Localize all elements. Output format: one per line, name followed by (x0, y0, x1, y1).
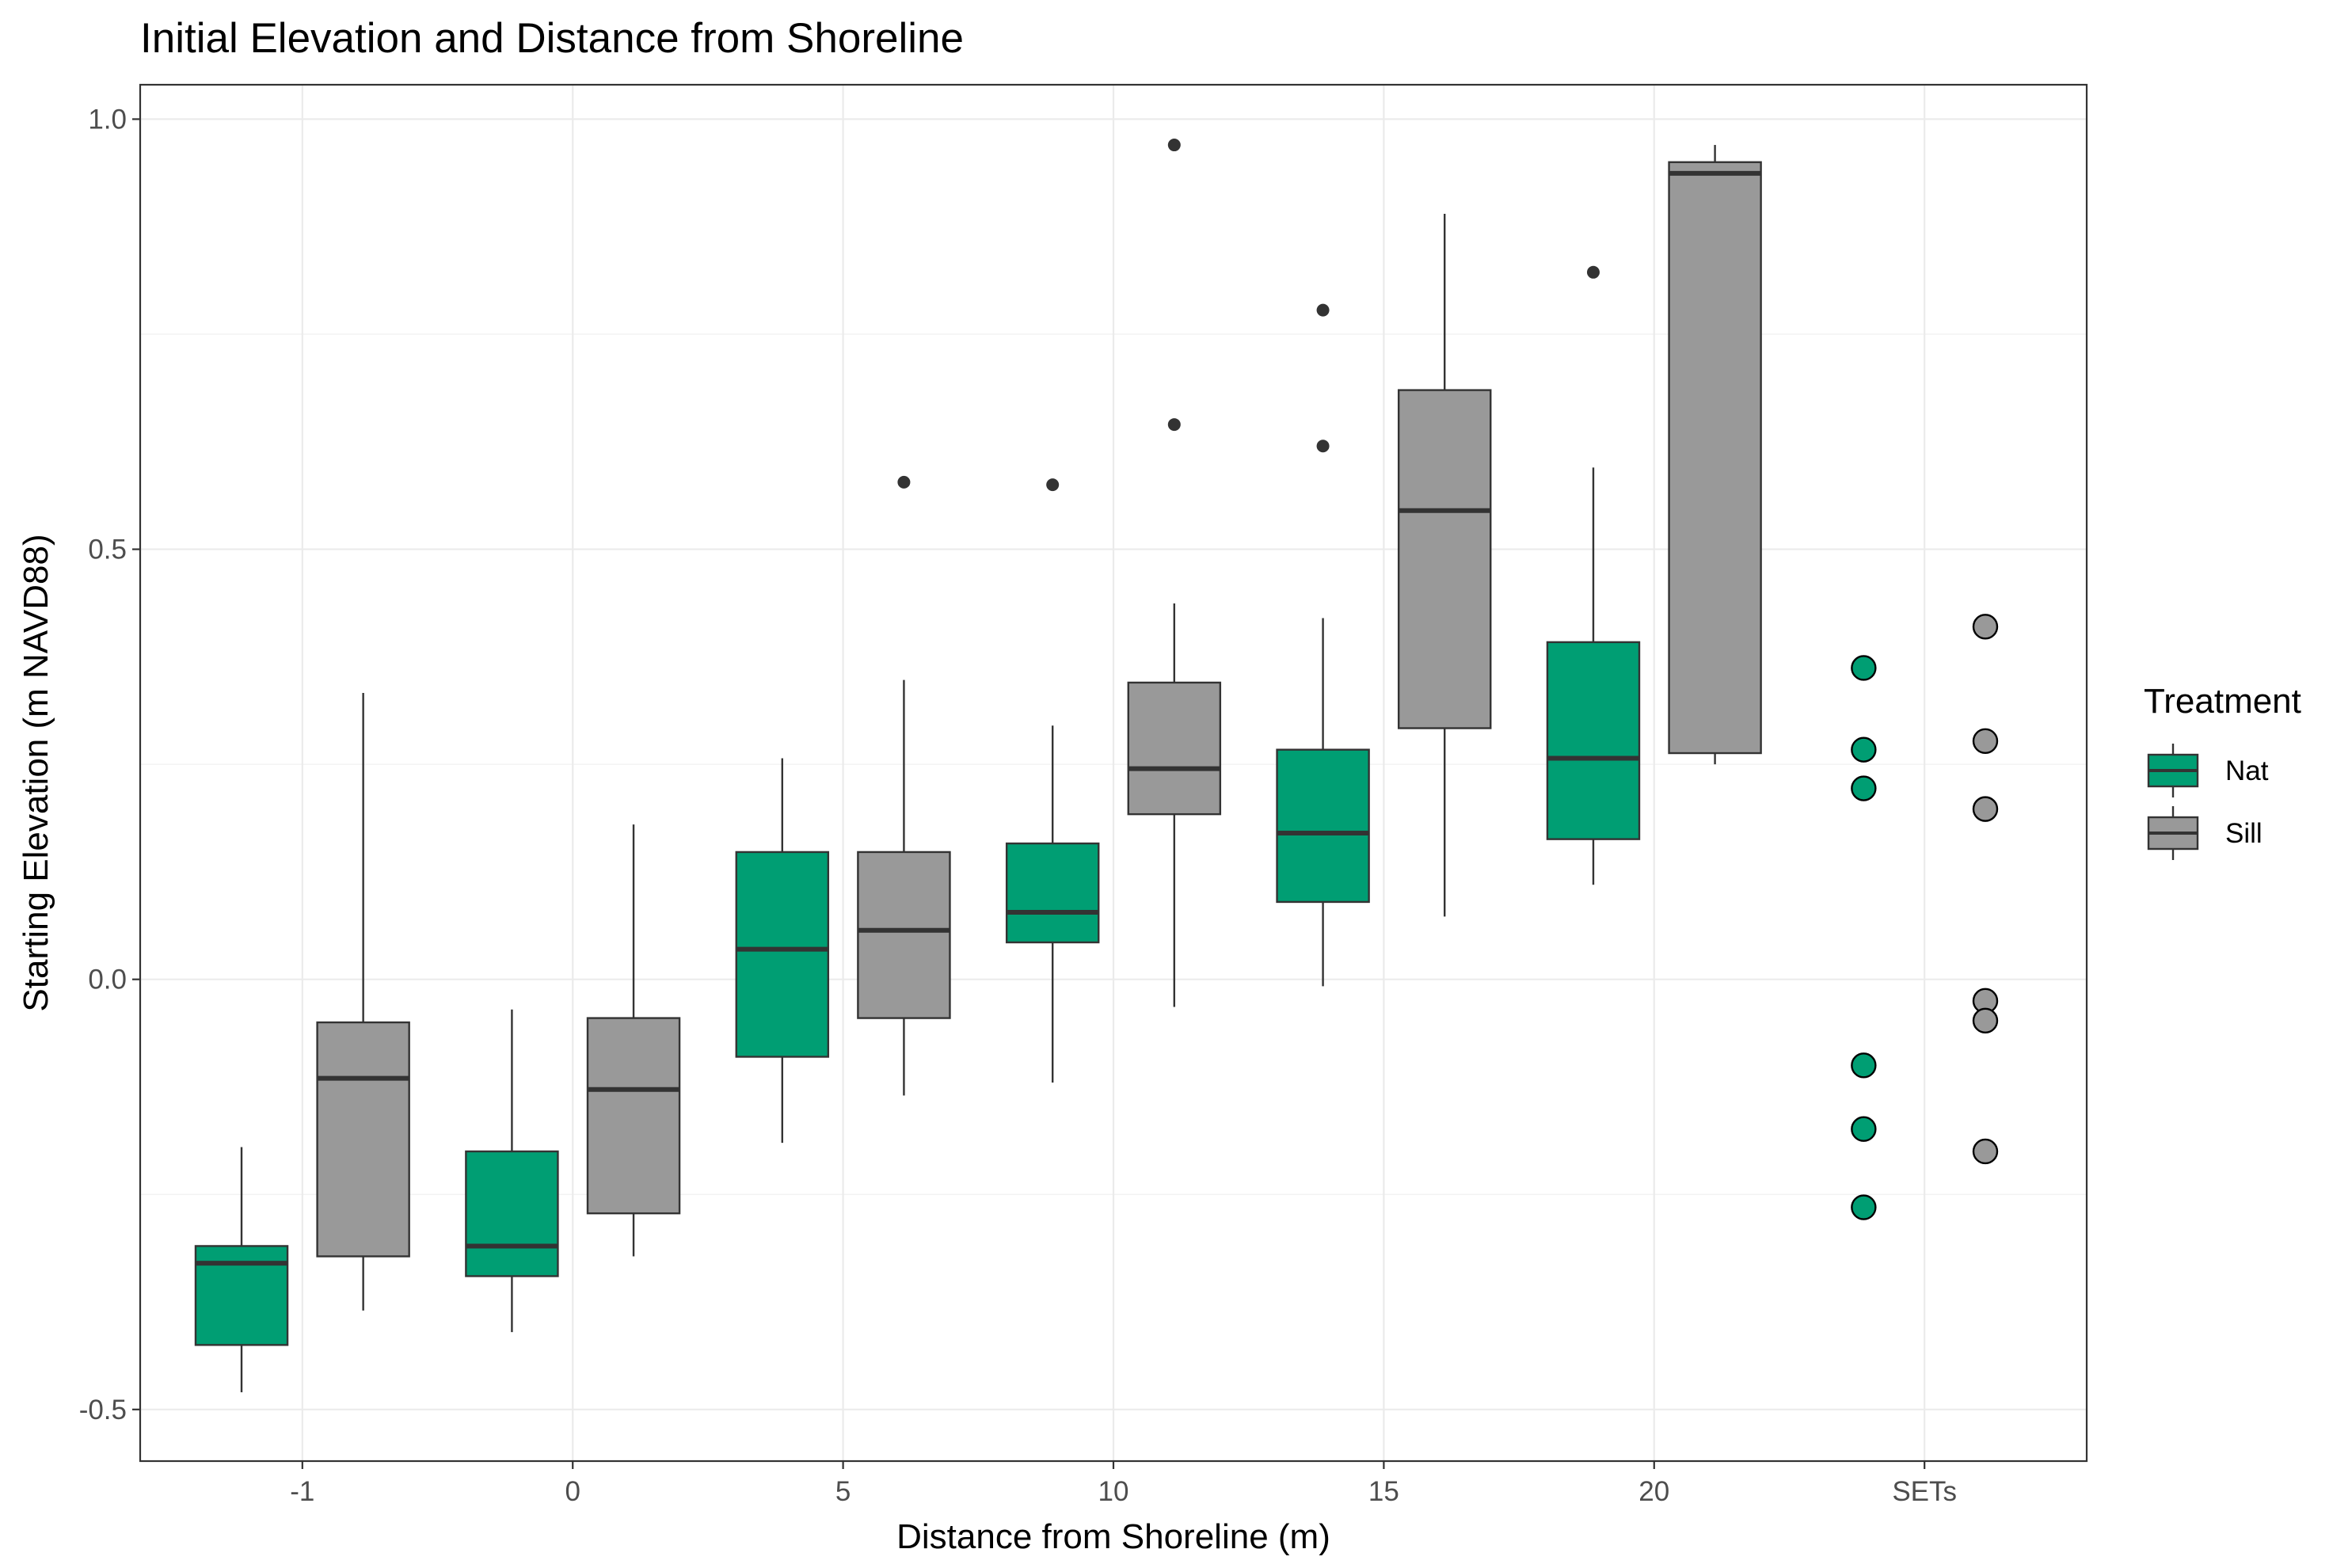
sill-box-10 (1127, 139, 1222, 1007)
sill-box-20 (1668, 145, 1762, 765)
y-tick-label: 1.0 (88, 104, 127, 135)
legend-label: Nat (2225, 755, 2269, 786)
set-point (1851, 1116, 1877, 1142)
x-tick-label: -1 (290, 1476, 314, 1507)
outlier-point (1316, 303, 1330, 317)
sill-box--1 (316, 692, 410, 1311)
legend-items: Nat Sill (2147, 744, 2269, 860)
x-tick-label: 0 (565, 1476, 580, 1507)
sill-box-0 (586, 824, 681, 1257)
set-point (1972, 1007, 1999, 1034)
set-point (1851, 1052, 1877, 1079)
legend: Treatment Nat Sill (2144, 682, 2301, 860)
set-point (1972, 1138, 1999, 1165)
outlier-point (1586, 265, 1600, 279)
x-tick-label: 20 (1638, 1476, 1669, 1507)
axes: -0.5 0.0 0.5 1.0 -1 0 5 10 15 20 SETs (79, 104, 1957, 1507)
box-iqr (1276, 748, 1370, 904)
y-tick-label: -0.5 (79, 1395, 127, 1425)
box-iqr (1397, 389, 1492, 729)
nat-box--1 (194, 1147, 289, 1393)
outlier-point (897, 475, 911, 489)
legend-label: Sill (2225, 818, 2263, 849)
x-tick-label: 10 (1098, 1476, 1129, 1507)
set-point (1851, 775, 1877, 801)
plot-data (194, 139, 1999, 1393)
box-iqr (1005, 842, 1100, 944)
x-tick-label: SETs (1892, 1476, 1957, 1507)
legend-item-nat: Nat (2147, 744, 2269, 797)
x-tick-label: 5 (835, 1476, 851, 1507)
legend-item-sill: Sill (2147, 806, 2263, 860)
sill-box-5 (857, 475, 951, 1096)
x-axis-title: Distance from Shoreline (m) (896, 1517, 1330, 1556)
set-point (1972, 614, 1999, 640)
box-iqr (316, 1021, 410, 1258)
set-point (1972, 728, 1999, 755)
set-point (1972, 796, 1999, 822)
y-tick-label: 0.5 (88, 535, 127, 565)
box-iqr (735, 851, 830, 1058)
box-iqr (857, 851, 951, 1019)
box-iqr (1127, 681, 1222, 816)
set-point (1851, 1194, 1877, 1220)
box-iqr (465, 1150, 559, 1277)
nat-box-20 (1546, 265, 1641, 885)
sill-box-15 (1397, 213, 1492, 917)
nat-box-15 (1276, 303, 1370, 987)
set-point (1851, 655, 1877, 681)
x-tick-label: 15 (1368, 1476, 1399, 1507)
outlier-point (1316, 440, 1330, 453)
chart-title: Initial Elevation and Distance from Shor… (140, 15, 964, 62)
legend-title: Treatment (2144, 682, 2301, 721)
nat-set-points (1851, 655, 1877, 1220)
nat-box-0 (465, 1009, 559, 1333)
outlier-point (1046, 478, 1060, 492)
outlier-point (1167, 418, 1181, 432)
outlier-point (1167, 139, 1181, 152)
nat-box-5 (735, 758, 830, 1144)
grid (140, 85, 2087, 1461)
box-iqr (586, 1017, 681, 1215)
box-iqr (1668, 161, 1762, 755)
y-tick-label: 0.0 (88, 965, 127, 995)
nat-box-10 (1005, 478, 1100, 1083)
set-point (1851, 736, 1877, 763)
box-iqr (1546, 641, 1641, 840)
sill-set-points (1972, 614, 1999, 1165)
y-axis-title: Starting Elevation (m NAVD88) (17, 534, 55, 1011)
